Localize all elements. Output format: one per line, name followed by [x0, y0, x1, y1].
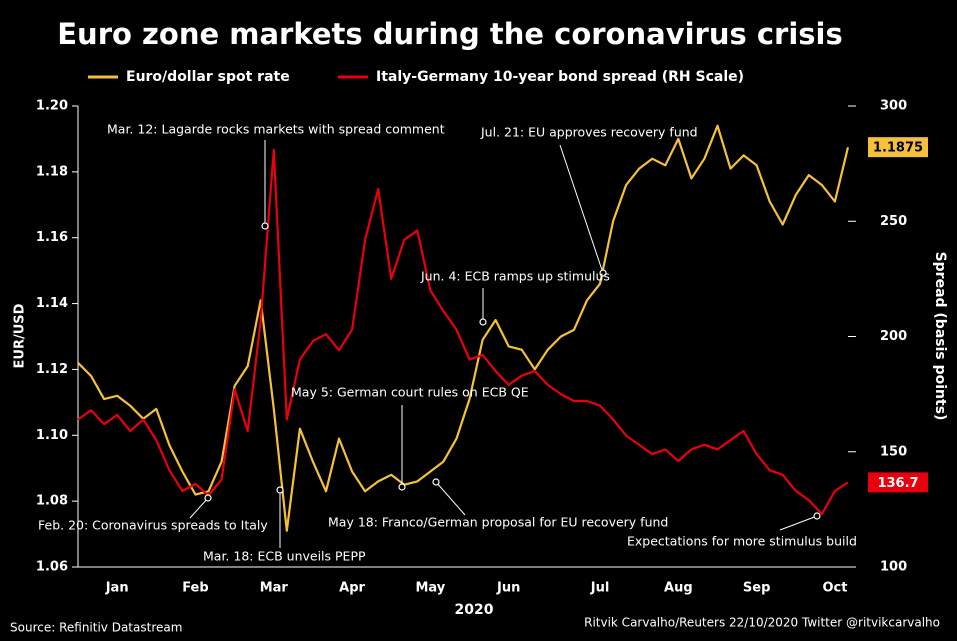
- annotation: May 18: Franco/German proposal for EU re…: [328, 515, 668, 530]
- annotation-dot: [813, 512, 821, 520]
- y2-tick-label: 300: [880, 99, 907, 114]
- annotation-line: [435, 481, 466, 516]
- y2-tick-label: 200: [880, 329, 907, 344]
- annotation: Mar. 12: Lagarde rocks markets with spre…: [107, 122, 445, 137]
- x-tick-label: May: [415, 581, 445, 596]
- x-tick-label: Mar: [260, 581, 289, 596]
- annotation-line: [779, 515, 818, 531]
- annotation: Jun. 4: ECB ramps up stimulus: [420, 269, 610, 284]
- x-tick-label: Apr: [339, 581, 365, 596]
- annotation-dot: [261, 222, 269, 230]
- annotation-line: [559, 144, 604, 274]
- y-tick-label: 1.18: [36, 164, 68, 179]
- annotation-dot: [479, 318, 487, 326]
- annotation: May 5: German court rules on ECB QE: [291, 385, 529, 400]
- y2-tick-label: 100: [880, 560, 907, 575]
- end-value-box: [868, 472, 928, 493]
- y-tick-label: 1.14: [36, 296, 68, 311]
- y2-tick-label: 250: [880, 214, 907, 229]
- y-tick-label: 1.20: [36, 99, 68, 114]
- annotation: Mar. 18: ECB unveils PEPP: [203, 549, 366, 564]
- y-tick-label: 1.16: [36, 230, 68, 245]
- series-line: [77, 148, 849, 516]
- x-tick-label: Jan: [105, 581, 129, 596]
- y2-tick-label: 150: [880, 444, 907, 459]
- x-tick-label: Sep: [743, 581, 771, 596]
- end-value-box: [868, 137, 928, 158]
- credit: Ritvik Carvalho/Reuters 22/10/2020 Twitt…: [584, 616, 940, 630]
- legend-label: Euro/dollar spot rate: [126, 69, 290, 85]
- annotation-line: [189, 497, 209, 519]
- end-value-label: 136.7: [877, 476, 918, 491]
- y-tick-label: 1.10: [36, 428, 68, 443]
- annotation-dot: [599, 269, 607, 277]
- y-tick-label: 1.06: [36, 560, 68, 575]
- annotation-dot: [432, 478, 440, 486]
- series-line: [77, 124, 850, 532]
- source: Source: Refinitiv Datastream: [10, 621, 182, 635]
- x-tick-label: Feb: [182, 581, 208, 596]
- x-axis-label: 2020: [455, 602, 494, 618]
- annotation-dot: [398, 483, 406, 491]
- end-value-label: 1.1875: [873, 141, 923, 156]
- x-tick-label: Jun: [496, 581, 520, 596]
- y-axis-label: EUR/USD: [13, 303, 28, 368]
- legend-label: Italy-Germany 10-year bond spread (RH Sc…: [376, 69, 744, 85]
- chart-title: Euro zone markets during the coronavirus…: [57, 17, 843, 51]
- annotation-dot: [276, 486, 284, 494]
- y-tick-label: 1.08: [36, 494, 68, 509]
- y-tick-label: 1.12: [36, 362, 68, 377]
- annotation: Jul. 21: EU approves recovery fund: [480, 125, 698, 140]
- annotation-dot: [204, 494, 212, 502]
- x-tick-label: Aug: [664, 581, 693, 596]
- annotation: Expectations for more stimulus build: [627, 534, 857, 549]
- annotation: Feb. 20: Coronavirus spreads to Italy: [38, 518, 268, 533]
- y2-axis-label: Spread (basis points): [932, 252, 948, 421]
- x-tick-label: Jul: [590, 581, 610, 596]
- x-tick-label: Oct: [822, 581, 847, 596]
